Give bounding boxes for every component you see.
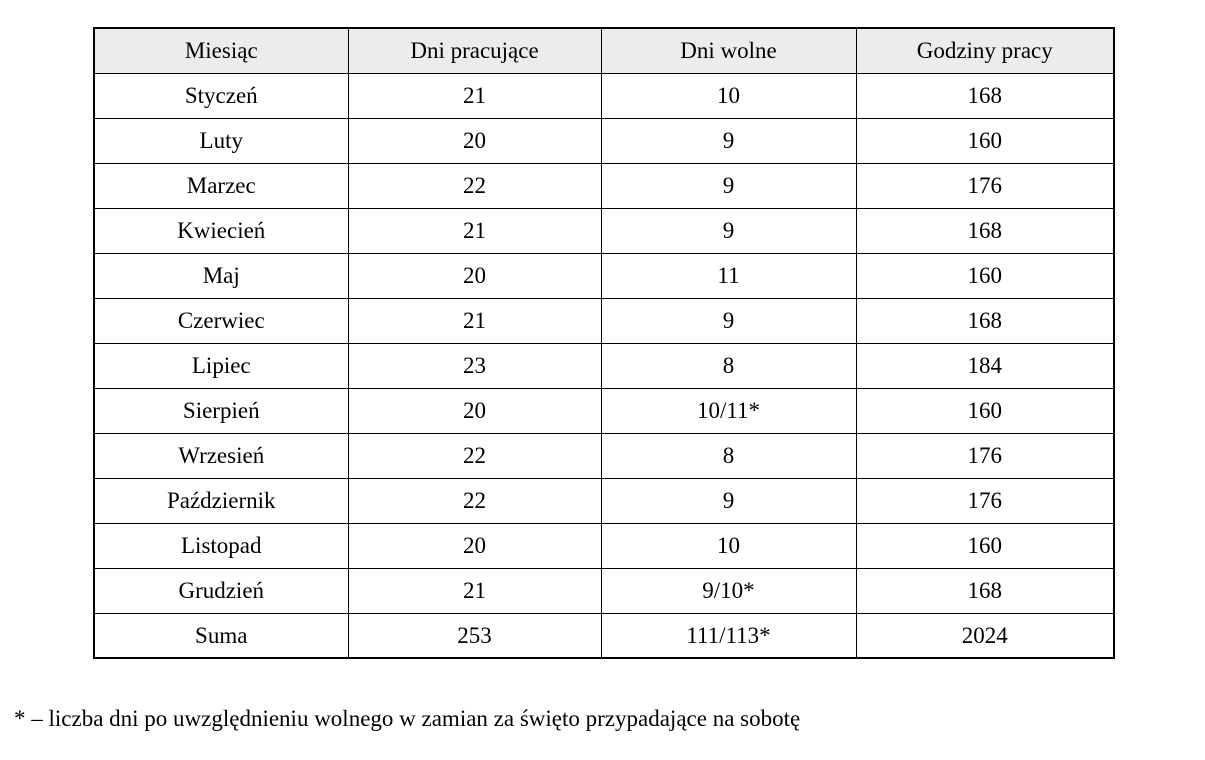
cell-month: Marzec	[93, 162, 349, 209]
cell-work-hours: 168	[855, 207, 1115, 254]
cell-free-days: 9	[600, 207, 857, 254]
cell-free-days: 9	[600, 162, 857, 209]
cell-working-days: 21	[347, 297, 602, 344]
cell-month: Listopad	[93, 522, 349, 569]
cell-working-days: 20	[347, 252, 602, 299]
table-row: Marzec 22 9 176	[93, 162, 1115, 209]
footnote: * – liczba dni po uwzględnieniu wolnego …	[14, 706, 801, 731]
table-row: Październik 22 9 176	[93, 477, 1115, 524]
cell-work-hours: 184	[855, 342, 1115, 389]
cell-working-days: 253	[347, 612, 602, 659]
table-row: Maj 20 11 160	[93, 252, 1115, 299]
cell-free-days: 9	[600, 477, 857, 524]
cell-free-days: 11	[600, 252, 857, 299]
cell-month: Lipiec	[93, 342, 349, 389]
cell-month: Grudzień	[93, 567, 349, 614]
cell-work-hours: 168	[855, 567, 1115, 614]
table-row: Lipiec 23 8 184	[93, 342, 1115, 389]
cell-month: Październik	[93, 477, 349, 524]
cell-month: Maj	[93, 252, 349, 299]
cell-working-days: 20	[347, 522, 602, 569]
cell-work-hours: 176	[855, 162, 1115, 209]
cell-working-days: 21	[347, 567, 602, 614]
cell-work-hours: 176	[855, 432, 1115, 479]
col-header-miesiac: Miesiąc	[93, 27, 349, 74]
table-row: Suma 253 111/113* 2024	[93, 612, 1115, 659]
cell-working-days: 20	[347, 387, 602, 434]
cell-work-hours: 160	[855, 117, 1115, 164]
cell-working-days: 22	[347, 432, 602, 479]
cell-work-hours: 160	[855, 522, 1115, 569]
header-row: Miesiąc Dni pracujące Dni wolne Godziny …	[93, 27, 1115, 74]
cell-work-hours: 176	[855, 477, 1115, 524]
cell-free-days: 10	[600, 522, 857, 569]
table-row: Styczeń 21 10 168	[93, 72, 1115, 119]
cell-working-days: 21	[347, 72, 602, 119]
cell-month: Luty	[93, 117, 349, 164]
cell-working-days: 22	[347, 162, 602, 209]
cell-free-days: 111/113*	[600, 612, 857, 659]
cell-month: Sierpień	[93, 387, 349, 434]
cell-free-days: 10/11*	[600, 387, 857, 434]
cell-free-days: 9	[600, 297, 857, 344]
cell-month: Kwiecień	[93, 207, 349, 254]
cell-working-days: 23	[347, 342, 602, 389]
cell-free-days: 9/10*	[600, 567, 857, 614]
cell-free-days: 8	[600, 432, 857, 479]
cell-working-days: 20	[347, 117, 602, 164]
cell-month: Styczeń	[93, 72, 349, 119]
table-row: Czerwiec 21 9 168	[93, 297, 1115, 344]
working-days-table: Miesiąc Dni pracujące Dni wolne Godziny …	[93, 27, 1115, 659]
cell-work-hours: 160	[855, 387, 1115, 434]
cell-month: Wrzesień	[93, 432, 349, 479]
table-row: Sierpień 20 10/11* 160	[93, 387, 1115, 434]
col-header-dni-wolne: Dni wolne	[600, 27, 857, 74]
table-row: Grudzień 21 9/10* 168	[93, 567, 1115, 614]
cell-month: Suma	[93, 612, 349, 659]
cell-working-days: 21	[347, 207, 602, 254]
cell-month: Czerwiec	[93, 297, 349, 344]
cell-work-hours: 168	[855, 297, 1115, 344]
table-row: Kwiecień 21 9 168	[93, 207, 1115, 254]
cell-work-hours: 168	[855, 72, 1115, 119]
cell-free-days: 8	[600, 342, 857, 389]
cell-working-days: 22	[347, 477, 602, 524]
cell-free-days: 10	[600, 72, 857, 119]
cell-free-days: 9	[600, 117, 857, 164]
col-header-godziny-pracy: Godziny pracy	[855, 27, 1115, 74]
table-row: Listopad 20 10 160	[93, 522, 1115, 569]
cell-work-hours: 2024	[855, 612, 1115, 659]
table-row: Luty 20 9 160	[93, 117, 1115, 164]
table-row: Wrzesień 22 8 176	[93, 432, 1115, 479]
cell-work-hours: 160	[855, 252, 1115, 299]
col-header-dni-pracujace: Dni pracujące	[347, 27, 602, 74]
